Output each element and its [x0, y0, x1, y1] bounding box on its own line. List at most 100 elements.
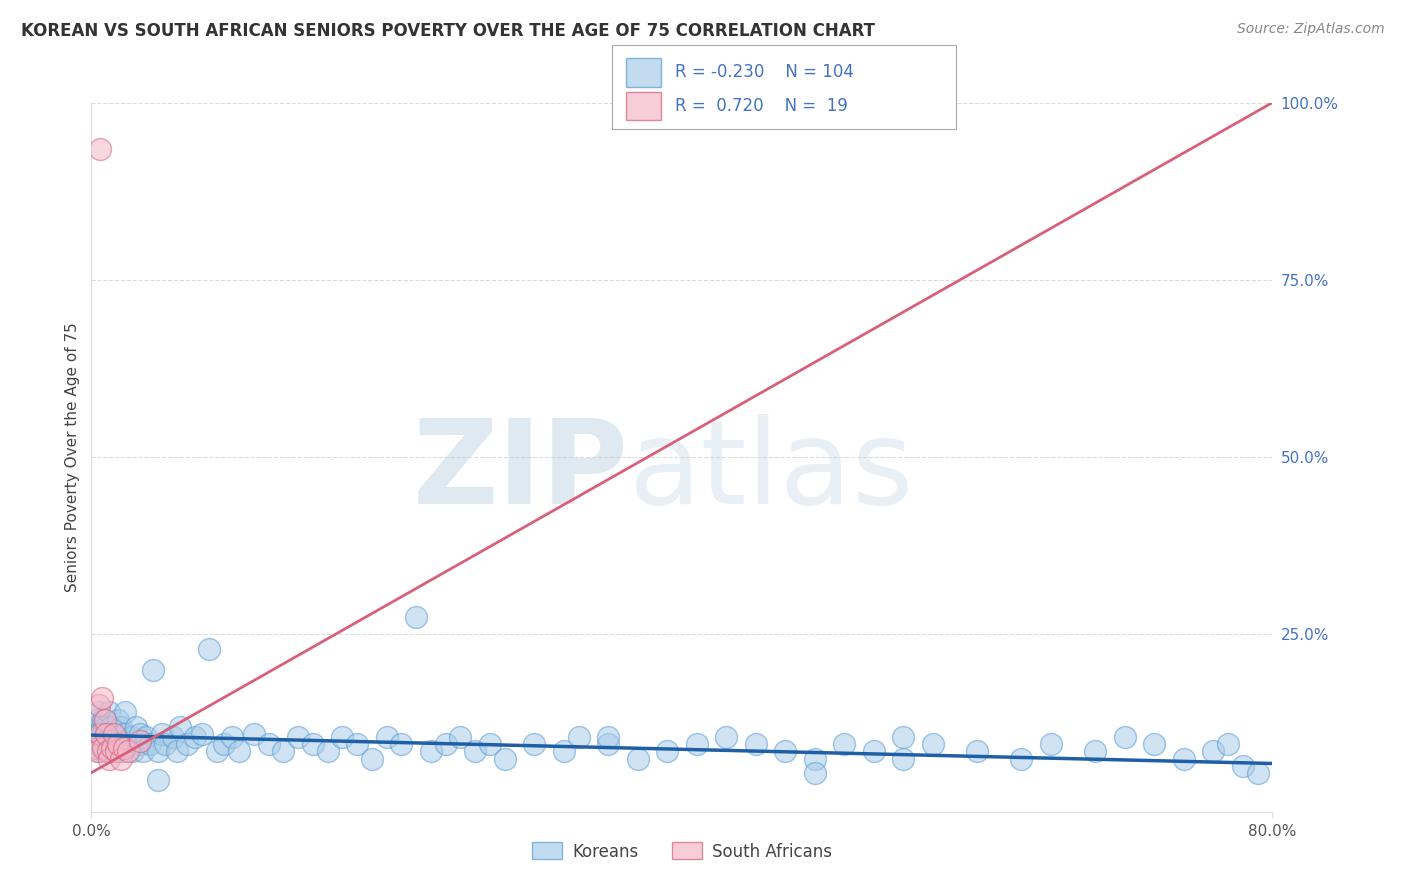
Point [104, 744, 127, 758]
Point [714, 731, 737, 745]
Point [98, 751, 121, 765]
Point [91, 737, 114, 751]
Point [804, 751, 827, 765]
Point [553, 744, 575, 758]
Point [360, 751, 382, 765]
Point [405, 609, 427, 624]
Point [107, 713, 129, 727]
Point [166, 744, 188, 758]
Legend: Koreans, South Africans: Koreans, South Africans [526, 836, 838, 867]
Point [596, 737, 619, 751]
Point [375, 731, 398, 745]
Point [96, 727, 118, 741]
Point [111, 744, 134, 758]
Point [142, 663, 165, 677]
Point [494, 751, 516, 765]
Point [107, 737, 129, 751]
Point [1232, 758, 1254, 772]
Point [97, 744, 120, 758]
Point [1010, 751, 1032, 765]
Point [86, 713, 108, 727]
Point [922, 737, 945, 751]
Point [129, 733, 152, 747]
Point [389, 737, 413, 751]
Point [114, 706, 136, 720]
Point [96, 720, 118, 734]
Point [214, 737, 236, 751]
Point [117, 737, 139, 751]
Point [1218, 737, 1240, 751]
Point [100, 744, 122, 758]
Point [464, 744, 486, 758]
Point [862, 744, 886, 758]
Point [93, 744, 115, 758]
Point [108, 737, 131, 751]
Point [257, 737, 280, 751]
Point [110, 720, 132, 734]
Point [301, 737, 323, 751]
Point [1084, 744, 1107, 758]
Point [332, 731, 354, 745]
Point [84, 720, 107, 734]
Point [120, 731, 142, 745]
Point [103, 727, 125, 741]
Point [1040, 737, 1063, 751]
Point [96, 727, 118, 741]
Text: atlas: atlas [628, 414, 914, 529]
Point [419, 744, 441, 758]
Point [89, 142, 111, 156]
Point [1173, 751, 1195, 765]
Point [124, 720, 148, 734]
Point [450, 731, 472, 745]
Point [93, 731, 115, 745]
Point [110, 751, 132, 765]
Point [316, 744, 339, 758]
Point [221, 731, 243, 745]
Point [523, 737, 546, 751]
Point [773, 744, 796, 758]
Point [273, 744, 295, 758]
Text: Source: ZipAtlas.com: Source: ZipAtlas.com [1237, 22, 1385, 37]
Point [596, 731, 619, 745]
Point [198, 641, 221, 656]
Point [98, 706, 121, 720]
Point [804, 765, 827, 780]
Point [191, 727, 214, 741]
Point [89, 727, 111, 741]
Point [91, 740, 114, 755]
Point [87, 744, 110, 758]
Point [121, 744, 143, 758]
Point [685, 737, 707, 751]
Point [153, 737, 177, 751]
Point [117, 744, 139, 758]
Point [100, 720, 122, 734]
Point [893, 751, 915, 765]
Point [1114, 731, 1136, 745]
Point [176, 737, 198, 751]
Y-axis label: Seniors Poverty Over the Age of 75: Seniors Poverty Over the Age of 75 [65, 322, 80, 592]
Point [84, 737, 107, 751]
Point [1247, 765, 1270, 780]
Point [1143, 737, 1166, 751]
Point [135, 731, 157, 745]
Point [89, 731, 111, 745]
Point [86, 727, 108, 741]
Text: R = -0.230    N = 104: R = -0.230 N = 104 [675, 63, 853, 81]
Point [228, 744, 250, 758]
Point [745, 737, 768, 751]
Point [146, 744, 169, 758]
Point [112, 740, 135, 755]
Point [478, 737, 502, 751]
Point [129, 727, 152, 741]
Point [832, 737, 855, 751]
Point [893, 731, 915, 745]
Point [243, 727, 266, 741]
Point [139, 737, 162, 751]
Point [205, 744, 228, 758]
Point [91, 713, 114, 727]
Text: ZIP: ZIP [413, 414, 628, 529]
Point [89, 737, 111, 751]
Point [90, 727, 112, 741]
Text: R =  0.720    N =  19: R = 0.720 N = 19 [675, 97, 848, 115]
Point [1202, 744, 1225, 758]
